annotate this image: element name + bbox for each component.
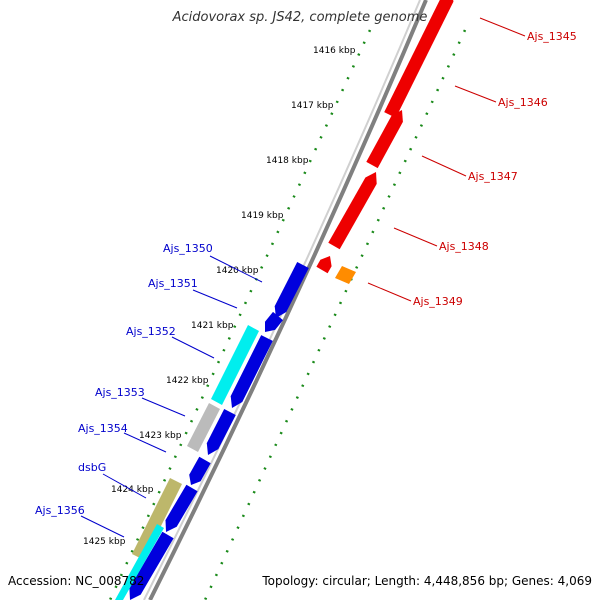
kbp-tick-label: 1419 kbp <box>241 211 284 221</box>
kbp-tick-label: 1422 kbp <box>166 376 209 386</box>
forward-gene-leader <box>421 155 467 177</box>
reverse-gene-arrow <box>189 456 211 485</box>
forward-gene-label: Ajs_1347 <box>468 170 518 183</box>
reverse-gene-label: Ajs_1356 <box>35 504 85 517</box>
kbp-tick-label: 1418 kbp <box>266 156 309 166</box>
reverse-gene-leader <box>123 432 167 453</box>
reverse-gene-leader <box>80 515 125 538</box>
reverse-gene-arrow <box>165 484 198 532</box>
forward-gene-arrow <box>366 110 403 169</box>
forward-gene-arrow <box>316 256 332 274</box>
forward-gene-label: Ajs_1346 <box>498 96 548 109</box>
reverse-gene-label: Ajs_1352 <box>126 325 176 338</box>
tick-dots-right <box>203 29 467 600</box>
reverse-gene-leader <box>141 397 186 417</box>
reverse-gene-arrow <box>206 409 236 455</box>
kbp-tick-label: 1423 kbp <box>139 431 182 441</box>
reverse-gene-leader <box>192 289 238 309</box>
reverse-gene-label: dsbG <box>78 461 106 474</box>
reverse-gene-label: Ajs_1350 <box>163 242 213 255</box>
backbone-outer <box>148 0 428 600</box>
tick-dots-left <box>108 29 372 600</box>
reverse-gene-leader <box>102 473 147 499</box>
kbp-tick-label: 1421 kbp <box>191 321 234 331</box>
forward-gene-arrow <box>384 0 454 118</box>
reverse-gene-arrow <box>129 531 174 600</box>
reverse-gene-leader <box>209 255 263 283</box>
reverse-gene-arrow <box>230 335 273 408</box>
cyan-gene-bar <box>115 524 164 600</box>
gray-gene-bar <box>187 403 220 452</box>
forward-gene-arrow <box>328 172 377 250</box>
reverse-gene-label: Ajs_1354 <box>78 422 128 435</box>
kbp-tick-label: 1425 kbp <box>83 537 126 547</box>
reverse-gene-arrow <box>274 262 309 318</box>
forward-gene-label: Ajs_1345 <box>527 30 577 43</box>
forward-gene-label: Ajs_1348 <box>439 240 489 253</box>
reverse-gene-arrow <box>265 311 283 332</box>
kbp-tick-label: 1420 kbp <box>216 266 259 276</box>
kbp-tick-label: 1417 kbp <box>291 101 334 111</box>
reverse-gene-label: Ajs_1353 <box>95 386 145 399</box>
forward-gene-leader <box>479 17 526 37</box>
khaki-gene-bar <box>132 478 182 560</box>
reverse-gene-leader <box>171 336 215 359</box>
genome-summary: Topology: circular; Length: 4,448,856 bp… <box>262 574 592 588</box>
cyan-gene-bar <box>211 325 259 405</box>
forward-gene-leader <box>454 85 497 103</box>
reverse-gene-label: Ajs_1351 <box>148 277 198 290</box>
orange-gene-box <box>335 266 356 284</box>
kbp-tick-label: 1416 kbp <box>313 46 356 56</box>
accession-label: Accession: NC_008782 <box>8 574 145 588</box>
map-title: Acidovorax sp. JS42, complete genome <box>172 10 428 25</box>
forward-gene-label: Ajs_1349 <box>413 295 463 308</box>
forward-gene-leader <box>393 227 438 247</box>
forward-gene-leader <box>367 282 412 302</box>
